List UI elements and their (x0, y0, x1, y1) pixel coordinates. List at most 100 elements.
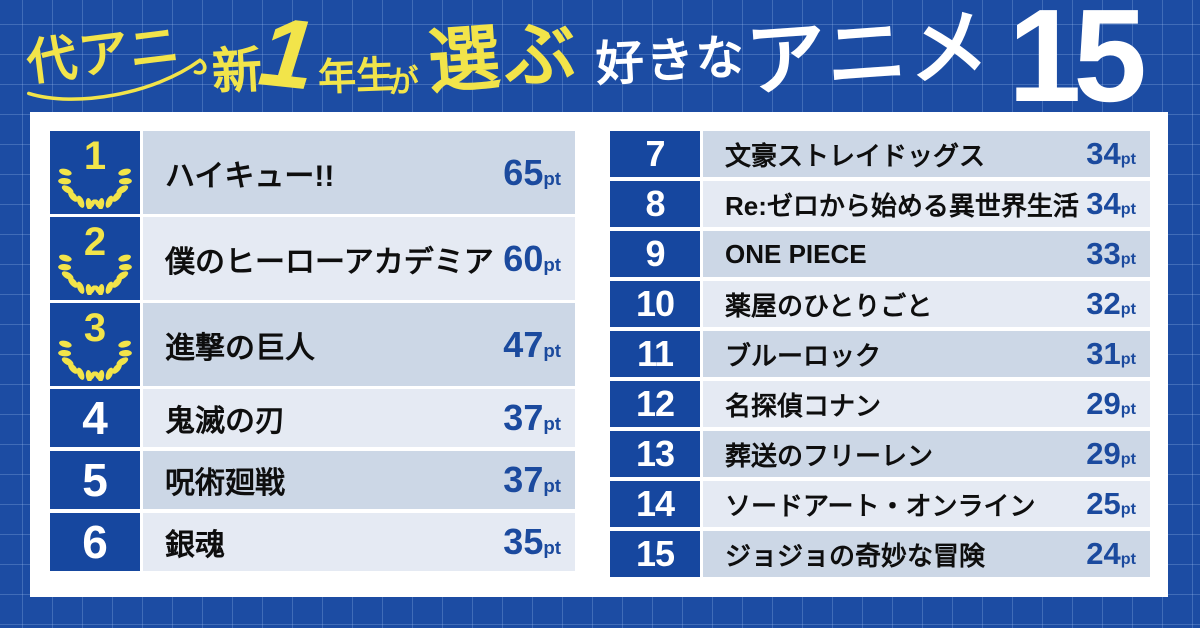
rank-number: 2 (83, 220, 107, 264)
anime-title: 名探偵コナン (725, 390, 882, 421)
points-unit: pt (543, 413, 561, 434)
points-unit: pt (1120, 500, 1136, 518)
rank-number: 14 (635, 483, 675, 524)
rank-badge: 12 (610, 381, 700, 427)
ranking-row: 10 薬屋のひとりごと 32pt (610, 281, 1150, 327)
rank-number: 6 (82, 516, 108, 568)
ranking-row: 8 Re:ゼロから始める異世界生活 34pt (610, 181, 1150, 227)
anime-title: 僕のヒーローアカデミア (165, 245, 494, 279)
anime-title: 銀魂 (165, 529, 225, 562)
title-part-ga: が (386, 62, 421, 101)
rank-number: 15 (635, 533, 675, 574)
rank-number: 13 (635, 433, 675, 474)
rank-badge: 8 (610, 181, 700, 227)
anime-title: ソードアート・オンライン (725, 490, 1036, 521)
points-value: 29pt (1086, 386, 1136, 421)
rank-number: 11 (636, 333, 674, 374)
anime-title: 葬送のフリーレン (725, 440, 934, 471)
points-unit: pt (1120, 450, 1136, 468)
rank-badge: 5 (50, 451, 140, 509)
anime-title: 進撃の巨人 (165, 331, 315, 365)
anime-title: 薬屋のひとりごと (725, 290, 933, 321)
rank-badge: 3 (50, 303, 140, 386)
rank-number: 4 (82, 392, 108, 444)
title-part-one: 1 (254, 0, 321, 111)
ranking-list-left: 1 ハイキュー!! 65pt (50, 131, 575, 575)
points-value: 33pt (1086, 236, 1136, 271)
points-value: 31pt (1086, 336, 1136, 371)
yoani-logo: 代アニ (22, 5, 207, 101)
logo-underline-swoosh-icon (26, 58, 207, 101)
ranking-row: 12 名探偵コナン 29pt (610, 381, 1150, 427)
rank-badge: 14 (610, 481, 700, 527)
points-value: 35pt (503, 521, 561, 562)
points-value: 34pt (1086, 136, 1136, 171)
points-value: 34pt (1086, 186, 1136, 221)
rank-number: 9 (645, 233, 665, 274)
anime-title: 文豪ストレイドッグス (725, 140, 986, 171)
points-value: 37pt (503, 459, 561, 500)
ranking-row: 4 鬼滅の刃 37pt (50, 389, 575, 447)
points-value: 65pt (503, 151, 561, 193)
rank-badge: 9 (610, 231, 700, 277)
points-value: 32pt (1086, 286, 1136, 321)
title-part-nensei: 年生 (317, 54, 395, 100)
rank-badge: 13 (610, 431, 700, 477)
rank-number: 1 (83, 134, 107, 178)
points-unit: pt (1120, 200, 1136, 218)
ranking-row: 2 僕のヒーローアカデミア 60pt (50, 217, 575, 300)
ranking-row: 14 ソードアート・オンライン 25pt (610, 481, 1150, 527)
ranking-row: 7 文豪ストレイドッグス 34pt (610, 131, 1150, 177)
ranking-row: 1 ハイキュー!! 65pt (50, 131, 575, 214)
points-unit: pt (543, 339, 561, 361)
anime-title: ジョジョの奇妙な冒険 (725, 540, 986, 571)
rank-badge: 2 (50, 217, 140, 300)
ranking-row: 11 ブルーロック 31pt (610, 331, 1150, 377)
points-unit: pt (543, 537, 561, 558)
anime-title: ONE PIECE (725, 238, 867, 269)
rank-number: 8 (645, 183, 665, 224)
ranking-row: 5 呪術廻戦 37pt (50, 451, 575, 509)
ranking-row: 13 葬送のフリーレン 29pt (610, 431, 1150, 477)
rank-number: 5 (82, 454, 108, 506)
rank-badge: 6 (50, 513, 140, 571)
points-value: 47pt (503, 323, 561, 365)
rank-badge: 11 (610, 331, 700, 377)
rank-number: 12 (635, 383, 675, 424)
rank-badge: 4 (50, 389, 140, 447)
points-unit: pt (1120, 550, 1136, 568)
points-unit: pt (543, 475, 561, 496)
anime-title: ハイキュー!! (165, 159, 335, 193)
title-part-count: 15 (1008, 0, 1147, 129)
rank-number: 3 (83, 306, 107, 350)
points-value: 60pt (503, 237, 561, 279)
rank-badge: 7 (610, 131, 700, 177)
rank-number: 7 (645, 133, 665, 174)
anime-title: 鬼滅の刃 (165, 405, 285, 438)
points-unit: pt (1120, 400, 1136, 418)
points-unit: pt (1120, 300, 1136, 318)
ranking-row: 6 銀魂 35pt (50, 513, 575, 571)
ranking-row: 15 ジョジョの奇妙な冒険 24pt (610, 531, 1150, 577)
rank-badge: 1 (50, 131, 140, 214)
title-part-erabu: 選ぶ (425, 12, 583, 104)
points-value: 24pt (1086, 536, 1136, 571)
points-unit: pt (1120, 150, 1136, 168)
ranking-row: 3 進撃の巨人 47pt (50, 303, 575, 386)
laurel-wreath-icon (58, 254, 132, 295)
laurel-wreath-icon (58, 340, 132, 381)
points-unit: pt (1120, 250, 1136, 268)
title-part-anime: アニメ (743, 0, 994, 107)
ranking-list-right: 7 文豪ストレイドッグス 34pt 8 Re:ゼロから始める異世界生活 34pt (610, 131, 1150, 581)
anime-title: ブルーロック (725, 340, 882, 371)
ranking-card: 1 ハイキュー!! 65pt (30, 112, 1168, 597)
anime-title: 呪術廻戦 (165, 467, 285, 500)
laurel-wreath-icon (58, 168, 132, 209)
ranking-row: 9 ONE PIECE 33pt (610, 231, 1150, 277)
rank-badge: 15 (610, 531, 700, 577)
points-value: 25pt (1086, 486, 1136, 521)
points-value: 37pt (503, 397, 561, 438)
rank-badge: 10 (610, 281, 700, 327)
points-value: 29pt (1086, 436, 1136, 471)
